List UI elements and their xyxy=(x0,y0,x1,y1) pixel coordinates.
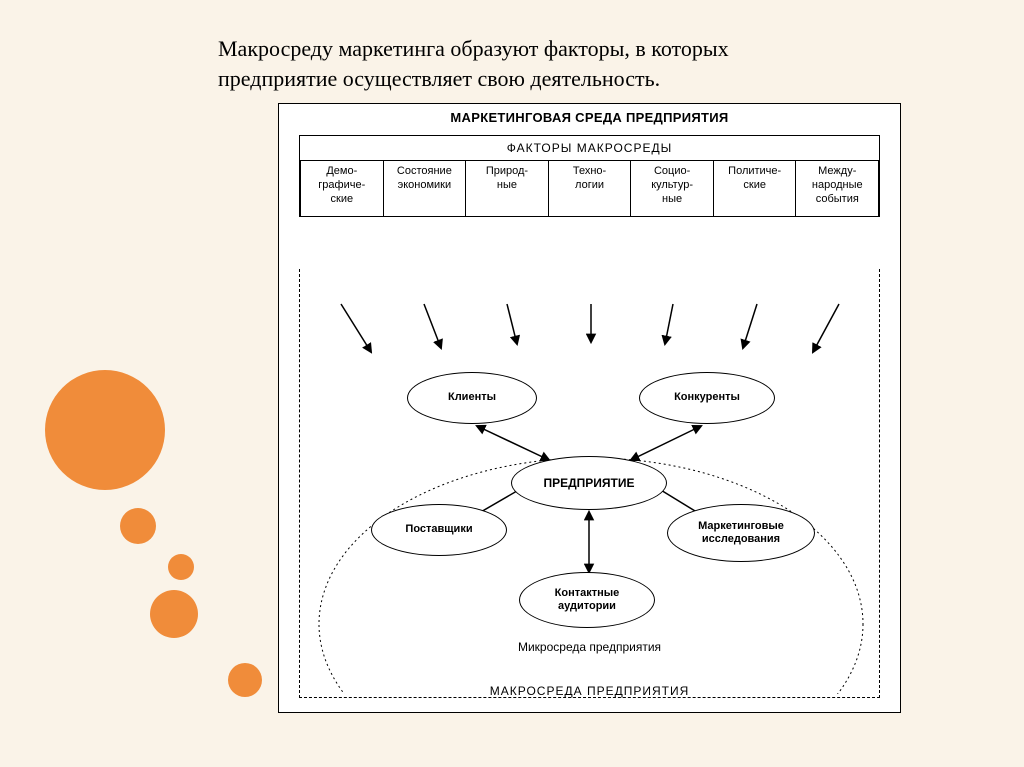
diagram: МАРКЕТИНГОВАЯ СРЕДА ПРЕДПРИЯТИЯ ФАКТОРЫ … xyxy=(278,103,901,713)
node-competitors: Конкуренты xyxy=(639,372,775,424)
decor-circle xyxy=(150,590,198,638)
slide-title: Макросреду маркетинга образуют факторы, … xyxy=(218,34,838,93)
center-node: ПРЕДПРИЯТИЕ xyxy=(511,456,667,510)
node-contacts: Контактные аудитории xyxy=(519,572,655,628)
decor-circle xyxy=(228,663,262,697)
node-suppliers: Поставщики xyxy=(371,504,507,556)
decor-circle xyxy=(45,370,165,490)
decor-circle xyxy=(168,554,194,580)
decor-circle xyxy=(120,508,156,544)
node-marketing: Маркетинговые исследования xyxy=(667,504,815,562)
node-clients: Клиенты xyxy=(407,372,537,424)
